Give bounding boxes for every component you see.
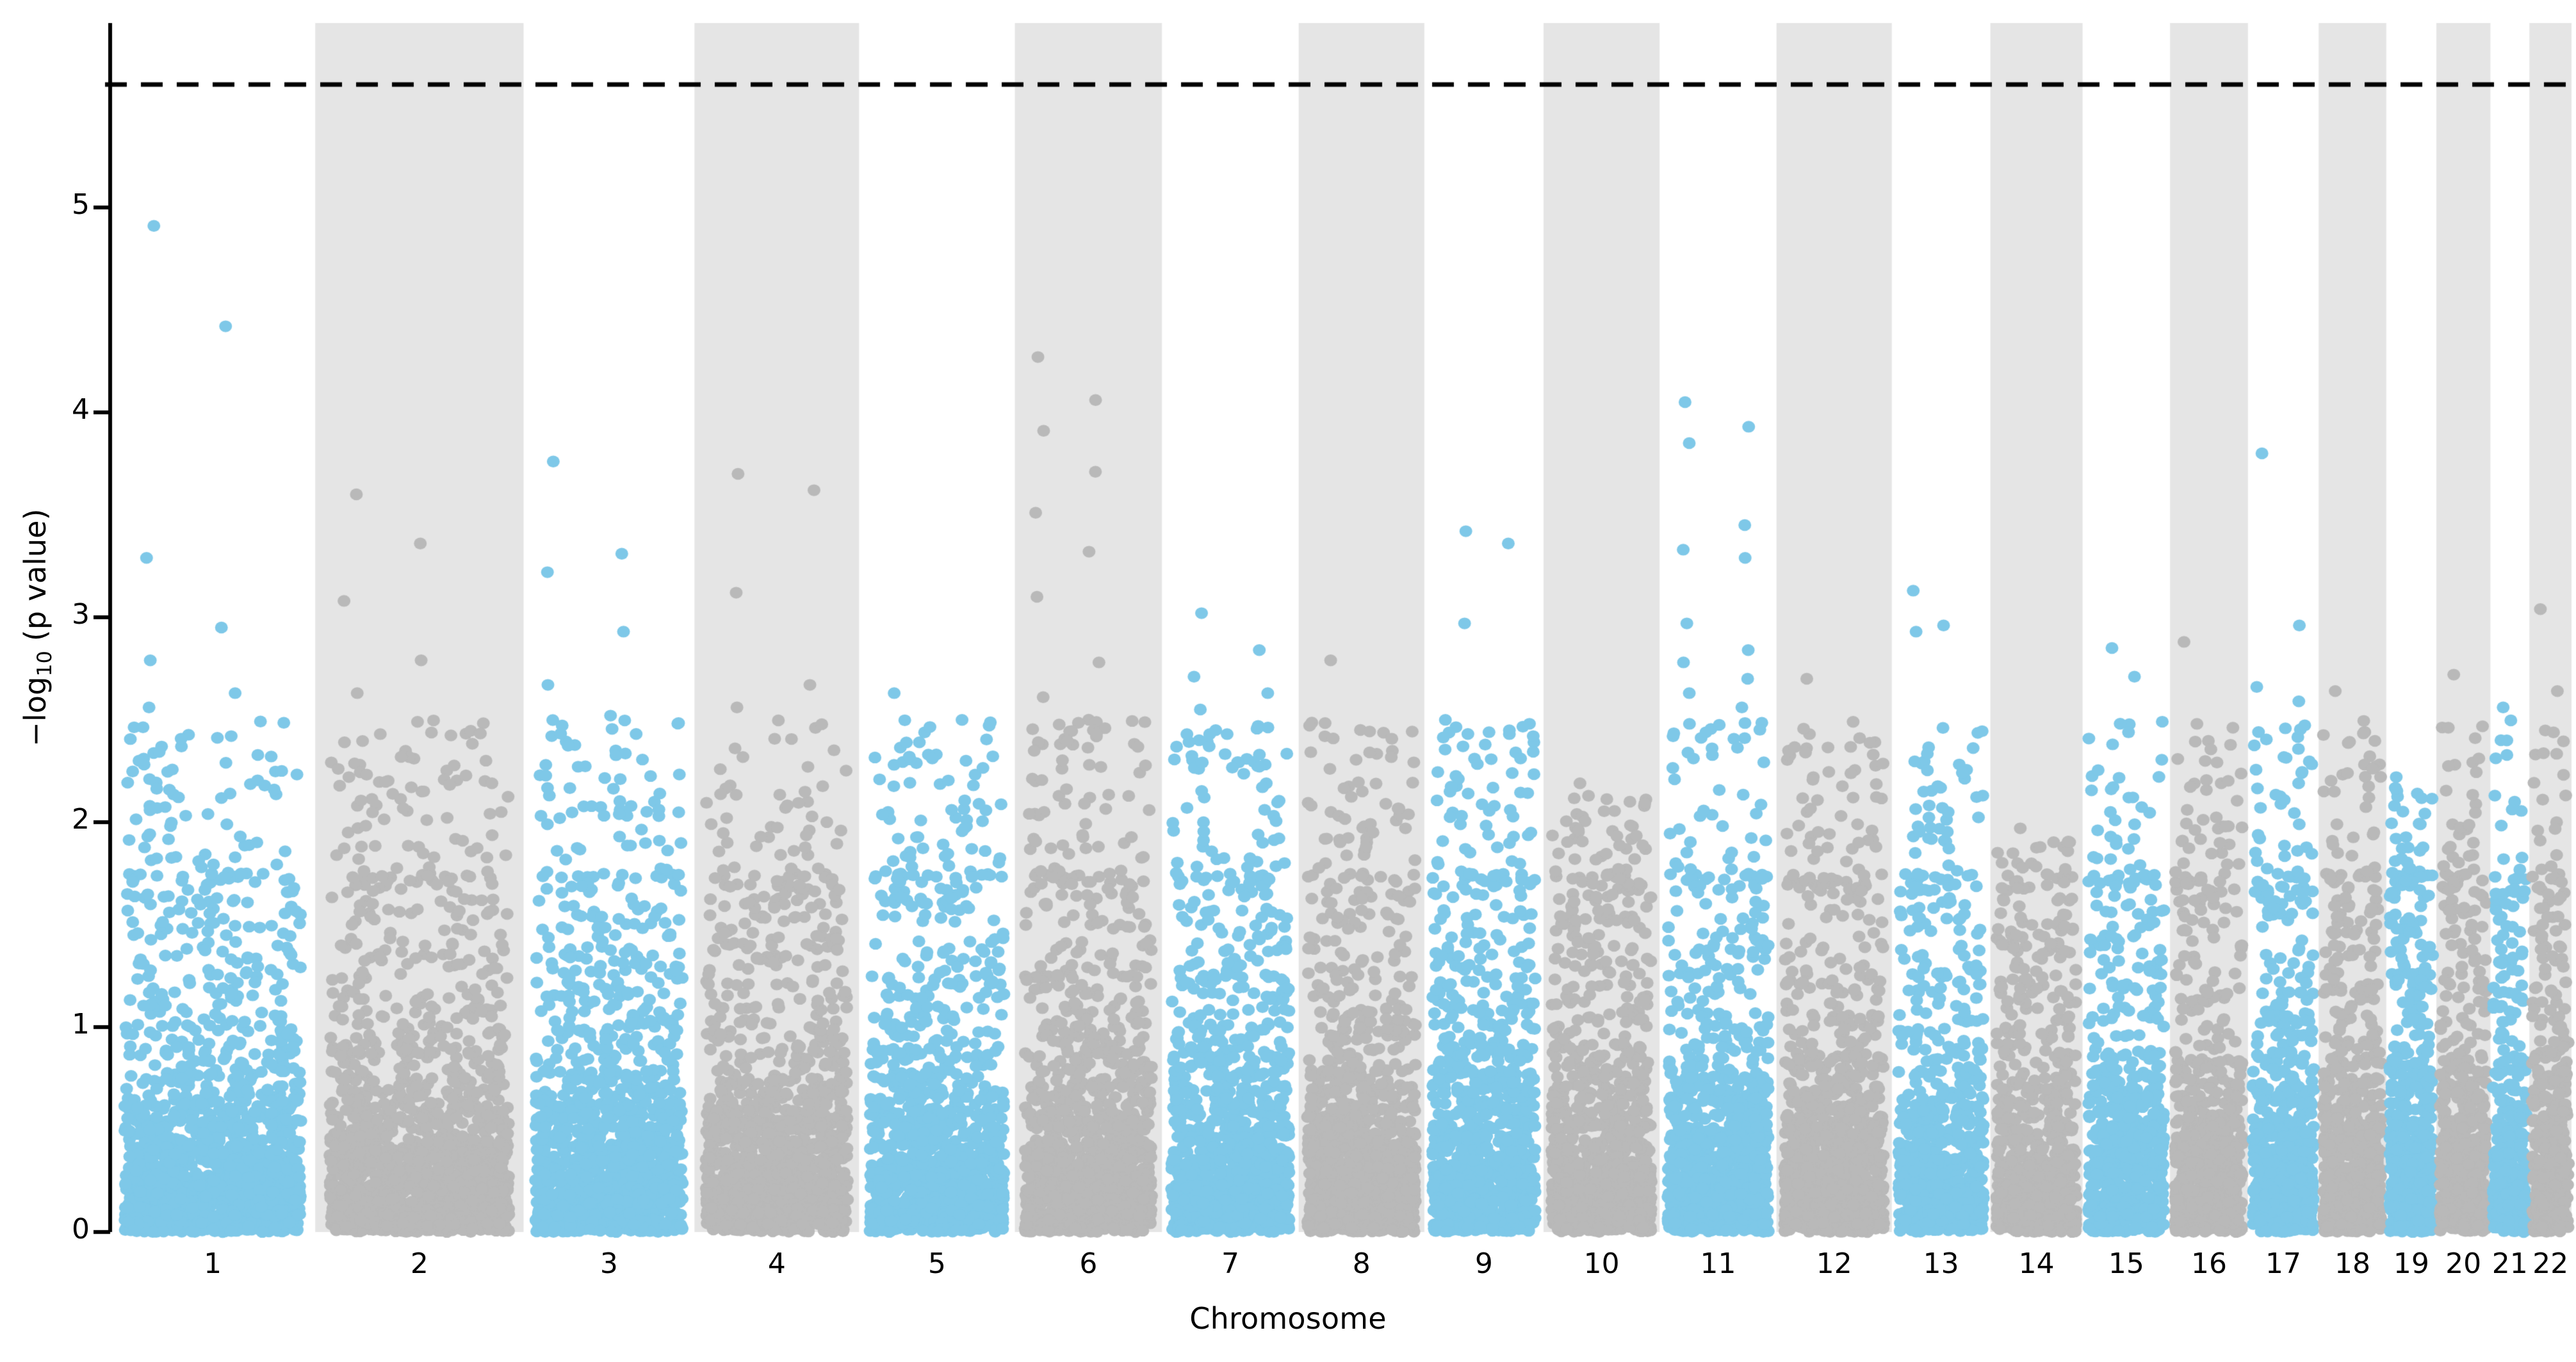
x-tick-label-chr19: 19: [2393, 1247, 2429, 1280]
x-tick-label-chr17: 17: [2265, 1247, 2302, 1280]
y-tick-label-3: 3: [72, 598, 90, 631]
x-tick-label-chr6: 6: [1079, 1247, 1098, 1280]
x-tick-label-chr9: 9: [1474, 1247, 1493, 1280]
x-axis-title: Chromosome: [1189, 1301, 1387, 1336]
x-tick-label-chr14: 14: [2018, 1247, 2055, 1280]
x-tick-label-chr13: 13: [1923, 1247, 1959, 1280]
x-tick-label-chr10: 10: [1583, 1247, 1620, 1280]
y-tick-label-2: 2: [72, 803, 90, 836]
y-tick-label-5: 5: [72, 188, 90, 221]
y-axis-title-subscript: 10: [33, 651, 56, 677]
x-tick-label-chr16: 16: [2190, 1247, 2227, 1280]
x-tick-label-chr12: 12: [1816, 1247, 1852, 1280]
x-tick-label-chr18: 18: [2335, 1247, 2371, 1280]
x-tick-label-chr4: 4: [767, 1247, 786, 1280]
x-tick-label-chr21: 21: [2491, 1247, 2528, 1280]
x-tick-label-chr15: 15: [2108, 1247, 2144, 1280]
x-tick-label-chr20: 20: [2445, 1247, 2482, 1280]
y-tick-label-4: 4: [72, 393, 90, 426]
x-tick-label-chr2: 2: [410, 1247, 428, 1280]
x-tick-label-chr5: 5: [927, 1247, 946, 1280]
y-axis-title-prefix: −log: [18, 676, 53, 747]
x-tick-label-chr8: 8: [1352, 1247, 1371, 1280]
x-tick-label-chr3: 3: [599, 1247, 618, 1280]
y-tick-label-0: 0: [72, 1213, 90, 1245]
x-tick-label-chr11: 11: [1700, 1247, 1736, 1280]
y-tick-label-1: 1: [72, 1008, 90, 1041]
x-tick-label-chr22: 22: [2532, 1247, 2569, 1280]
x-tick-label-chr7: 7: [1221, 1247, 1239, 1280]
x-tick-label-chr1: 1: [204, 1247, 222, 1280]
